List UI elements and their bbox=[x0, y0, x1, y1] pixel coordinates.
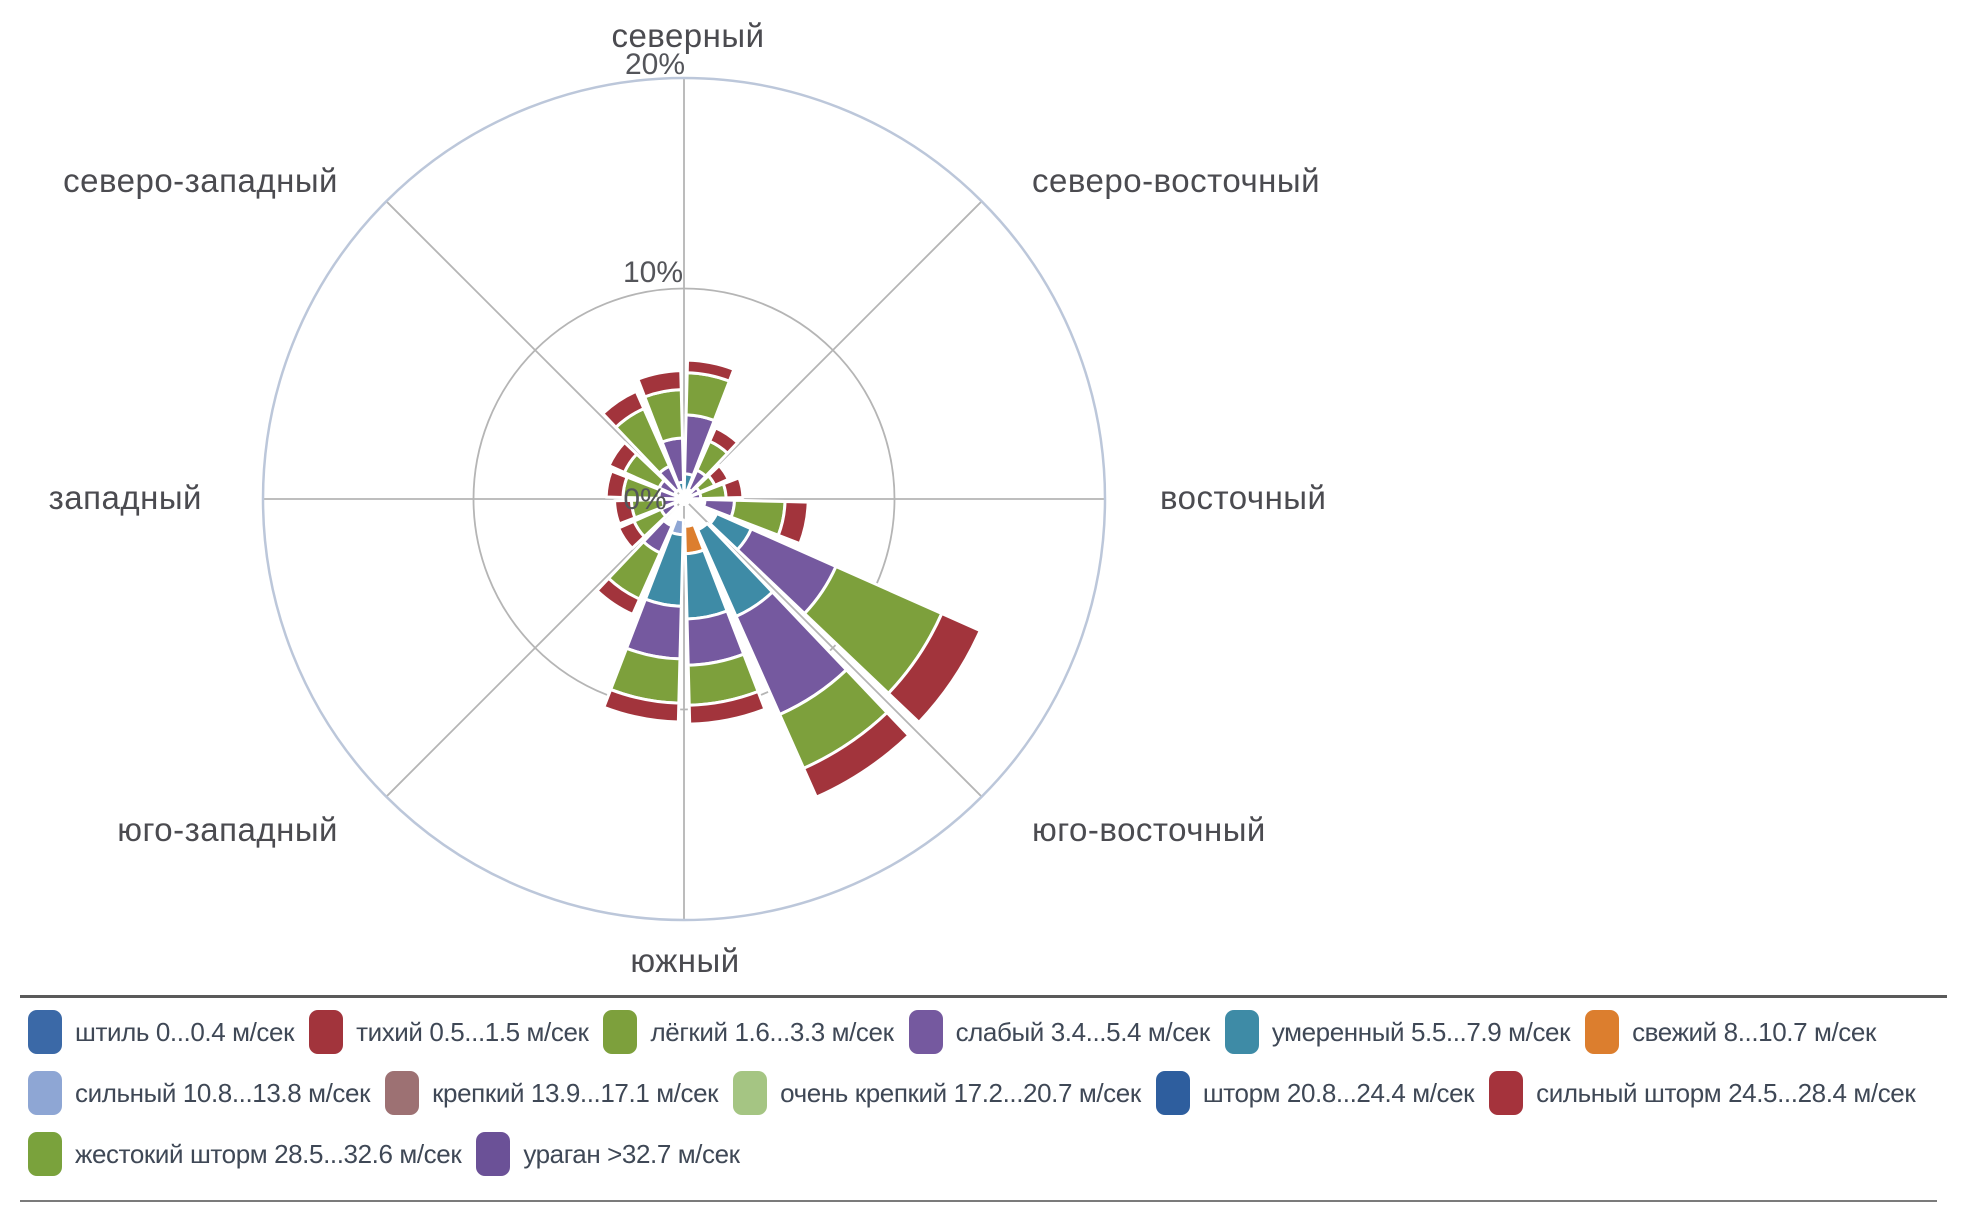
legend-swatch-severe_storm bbox=[28, 1132, 62, 1176]
legend-label-moderate: умеренный 5.5...7.9 м/сек bbox=[1271, 1016, 1571, 1047]
grid-circle-10pct bbox=[472, 287, 896, 711]
direction-label-90: восточный bbox=[1160, 479, 1326, 516]
legend-label-calm: штиль 0...0.4 м/сек bbox=[75, 1016, 295, 1047]
legend-label-quiet: тихий 0.5...1.5 м/сек bbox=[356, 1016, 589, 1047]
legend-top-divider bbox=[20, 995, 1947, 998]
legend-swatch-moderate bbox=[1224, 1010, 1259, 1054]
grid-circle-20pct bbox=[261, 76, 1107, 922]
rose-segment-ESE-SE-quiet bbox=[886, 612, 982, 724]
direction-label-225: юго-западный bbox=[117, 811, 338, 848]
legend-item-light: лёгкий 1.6...3.3 м/сек bbox=[603, 1010, 894, 1054]
legend-swatch-calm bbox=[28, 1010, 62, 1054]
legend-item-strong: сильный 10.8...13.8 м/сек bbox=[28, 1071, 370, 1115]
legend-swatch-firm bbox=[385, 1071, 420, 1115]
legend-label-weak: слабый 3.4...5.4 м/сек bbox=[955, 1016, 1211, 1047]
legend-swatch-strong_storm bbox=[1489, 1071, 1524, 1115]
legend-swatch-light bbox=[603, 1010, 638, 1054]
legend-item-hurricane: ураган >32.7 м/сек bbox=[476, 1132, 740, 1176]
legend-swatch-hurricane bbox=[476, 1132, 511, 1176]
legend-item-storm: шторм 20.8...24.4 м/сек bbox=[1155, 1071, 1475, 1115]
rose-center bbox=[677, 492, 691, 506]
legend-item-fresh: свежий 8...10.7 м/сек bbox=[1585, 1010, 1876, 1054]
legend-swatch-storm bbox=[1155, 1071, 1190, 1115]
legend-label-very_firm: очень крепкий 17.2...20.7 м/сек bbox=[780, 1077, 1141, 1108]
legend-item-weak: слабый 3.4...5.4 м/сек bbox=[908, 1010, 1211, 1054]
rose-segment-NNW-N-quiet bbox=[636, 369, 683, 399]
legend-label-firm: крепкий 13.9...17.1 м/сек bbox=[432, 1077, 719, 1108]
legend-label-hurricane: ураган >32.7 м/сек bbox=[523, 1138, 740, 1169]
rose-segment-ENE-E-quiet bbox=[721, 476, 745, 500]
legend-row-3: жестокий шторм 28.5...32.6 м/сек ураган >… bbox=[28, 1128, 1948, 1180]
ring-label-20pct: 20% bbox=[625, 48, 685, 81]
direction-label-270: западный bbox=[49, 479, 202, 516]
rose-segment-S-SSW-quiet bbox=[602, 688, 681, 724]
wind-speed-legend: штиль 0...0.4 м/сек тихий 0.5...1.5 м/сек… bbox=[28, 1006, 1948, 1189]
direction-label-45: северо-восточный bbox=[1032, 162, 1320, 199]
rose-segment-SE-SSE-quiet bbox=[802, 711, 911, 799]
rose-segment-NNE-NE-quiet bbox=[708, 426, 740, 455]
rose-segment-NW-NNW-quiet bbox=[601, 389, 646, 429]
ring-label-10pct: 10% bbox=[623, 256, 683, 289]
legend-label-storm: шторм 20.8...24.4 м/сек bbox=[1202, 1077, 1475, 1108]
legend-label-strong: сильный 10.8...13.8 м/сек bbox=[75, 1077, 371, 1108]
direction-label-0: северный bbox=[611, 17, 764, 54]
rose-segment-NE-ENE-quiet bbox=[706, 464, 730, 487]
legend-item-quiet: тихий 0.5...1.5 м/сек bbox=[309, 1010, 589, 1054]
rose-segment-N-NNE-quiet bbox=[685, 358, 736, 383]
legend-swatch-quiet bbox=[309, 1010, 344, 1054]
legend-label-strong_storm: сильный шторм 24.5...28.4 м/сек bbox=[1536, 1077, 1916, 1108]
direction-label-315: северо-западный bbox=[63, 162, 338, 199]
legend-swatch-weak bbox=[908, 1010, 943, 1054]
rose-segment-SW-WSW-quiet bbox=[617, 519, 646, 550]
rose-segment-E-ESE-quiet bbox=[776, 500, 810, 546]
legend-item-firm: крепкий 13.9...17.1 м/сек bbox=[385, 1071, 719, 1115]
legend-row-1: штиль 0...0.4 м/сек тихий 0.5...1.5 м/сек… bbox=[28, 1006, 1948, 1058]
legend-item-severe_storm: жестокий шторм 28.5...32.6 м/сек bbox=[28, 1132, 462, 1176]
ring-label-0pct: 0% bbox=[623, 483, 666, 516]
rose-segment-W-WNW-quiet bbox=[604, 469, 629, 499]
legend-label-fresh: свежий 8...10.7 м/сек bbox=[1632, 1016, 1876, 1047]
legend-label-severe_storm: жестокий шторм 28.5...32.6 м/сек bbox=[75, 1138, 462, 1169]
bottom-divider bbox=[20, 1200, 1937, 1202]
legend-swatch-fresh bbox=[1585, 1010, 1620, 1054]
legend-row-2: сильный 10.8...13.8 м/сек крепкий 13.9...… bbox=[28, 1067, 1948, 1119]
legend-item-very_firm: очень крепкий 17.2...20.7 м/сек bbox=[733, 1071, 1141, 1115]
legend-item-moderate: умеренный 5.5...7.9 м/сек bbox=[1224, 1010, 1571, 1054]
rose-segment-WSW-W-quiet bbox=[613, 498, 637, 526]
legend-label-light: лёгкий 1.6...3.3 м/сек bbox=[650, 1016, 894, 1047]
direction-label-135: юго-восточный bbox=[1032, 811, 1266, 848]
rose-segment-SSE-S-quiet bbox=[687, 690, 767, 726]
rose-segment-WNW-NW-quiet bbox=[607, 440, 639, 475]
rose-segment-SSW-SW-quiet bbox=[595, 576, 642, 616]
legend-item-calm: штиль 0...0.4 м/сек bbox=[28, 1010, 294, 1054]
legend-swatch-strong bbox=[28, 1071, 62, 1115]
legend-swatch-very_firm bbox=[733, 1071, 768, 1115]
direction-label-180: южный bbox=[630, 942, 739, 979]
legend-item-strong_storm: сильный шторм 24.5...28.4 м/сек bbox=[1489, 1071, 1916, 1115]
